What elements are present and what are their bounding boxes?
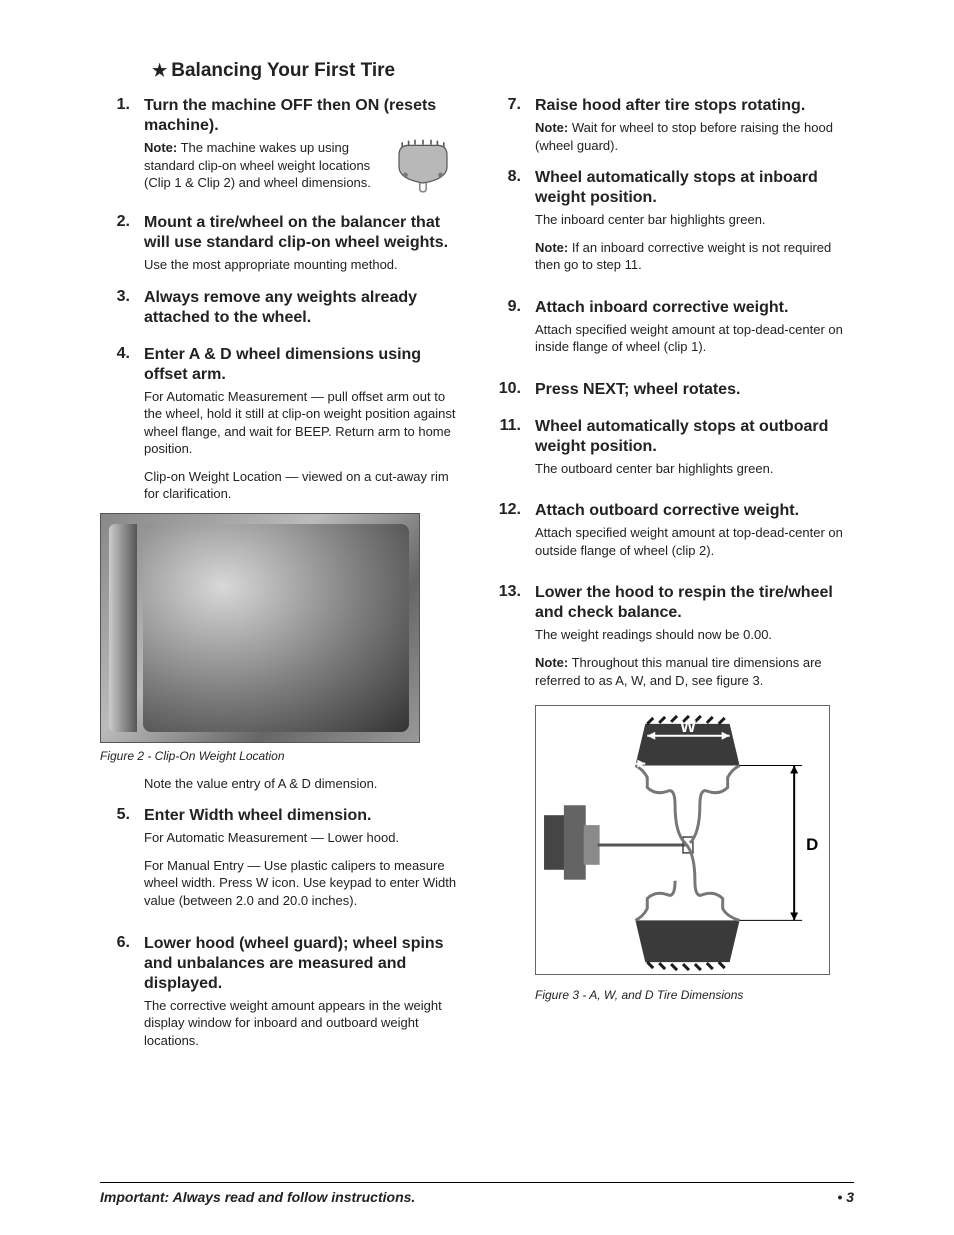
step-heading: Always remove any weights already attach… [144, 288, 463, 328]
step-number: 5. [100, 806, 130, 919]
step-number: 3. [100, 288, 130, 331]
note-label: Note: [535, 240, 568, 255]
step-12: 12. Attach outboard corrective weight. A… [491, 501, 854, 569]
step-text: The inboard center bar highlights green. [535, 211, 854, 229]
step-number: 1. [100, 96, 130, 199]
step-text: The weight readings should now be 0.00. [535, 626, 854, 644]
figure-3-caption: Figure 3 - A, W, and D Tire Dimensions [535, 988, 854, 1002]
step-number: 9. [491, 298, 521, 366]
page-footer: Important: Always read and follow instru… [100, 1182, 854, 1205]
step-6: 6. Lower hood (wheel guard); wheel spins… [100, 934, 463, 1060]
figure-2-caption: Figure 2 - Clip-On Weight Location [100, 749, 463, 763]
step-text: Attach specified weight amount at top-de… [535, 321, 854, 356]
section-title: Balancing Your First Tire [152, 60, 854, 82]
label-d: D [806, 835, 818, 854]
step-heading: Enter Width wheel dimension. [144, 806, 463, 826]
step-1: 1. Turn the machine OFF then ON (resets … [100, 96, 463, 199]
step-heading: Lower the hood to respin the tire/wheel … [535, 583, 854, 623]
step-heading: Raise hood after tire stops rotating. [535, 96, 854, 116]
figure-2-image [100, 513, 420, 743]
step-heading: Wheel automatically stops at inboard wei… [535, 168, 854, 208]
step-text: Clip-on Weight Location — viewed on a cu… [144, 468, 463, 503]
step-text: Attach specified weight amount at top-de… [535, 524, 854, 559]
step-text: The corrective weight amount appears in … [144, 997, 463, 1050]
footer-text: Important: Always read and follow instru… [100, 1189, 415, 1205]
step-number: 10. [491, 380, 521, 403]
step-text: Note: The machine wakes up using standar… [144, 139, 373, 192]
note-label: Note: [144, 140, 177, 155]
step-heading: Mount a tire/wheel on the balancer that … [144, 213, 463, 253]
step-heading: Attach inboard corrective weight. [535, 298, 854, 318]
content-columns: 1. Turn the machine OFF then ON (resets … [100, 96, 854, 1073]
step-heading: Wheel automatically stops at outboard we… [535, 417, 854, 457]
step-number: 6. [100, 934, 130, 1060]
step-heading: Turn the machine OFF then ON (resets mac… [144, 96, 463, 136]
wheel-weight-icon [383, 139, 463, 199]
step-8: 8. Wheel automatically stops at inboard … [491, 168, 854, 284]
step-text: For Automatic Measurement — pull offset … [144, 388, 463, 458]
step-7: 7. Raise hood after tire stops rotating.… [491, 96, 854, 154]
step-number: 2. [100, 213, 130, 274]
note-text: Wait for wheel to stop before raising th… [535, 120, 833, 153]
step-number: 13. [491, 583, 521, 1002]
step-2: 2. Mount a tire/wheel on the balancer th… [100, 213, 463, 274]
right-column: 7. Raise hood after tire stops rotating.… [491, 96, 854, 1073]
step-11: 11. Wheel automatically stops at outboar… [491, 417, 854, 488]
step-number: 7. [491, 96, 521, 154]
step-13: 13. Lower the hood to respin the tire/wh… [491, 583, 854, 1002]
note-text: The machine wakes up using standard clip… [144, 140, 371, 190]
step-text: Note the value entry of A & D dimension. [144, 775, 463, 793]
page-number: • 3 [837, 1189, 854, 1205]
step-4: 4. Enter A & D wheel dimensions using of… [100, 345, 463, 793]
step-10: 10. Press NEXT; wheel rotates. [491, 380, 854, 403]
left-column: 1. Turn the machine OFF then ON (resets … [100, 96, 463, 1073]
note-label: Note: [535, 120, 568, 135]
step-number: 12. [491, 501, 521, 569]
step-text: Note: If an inboard corrective weight is… [535, 239, 854, 274]
step-heading: Enter A & D wheel dimensions using offse… [144, 345, 463, 385]
step-text: Note: Wait for wheel to stop before rais… [535, 119, 854, 154]
note-text: If an inboard corrective weight is not r… [535, 240, 831, 273]
step-number: 8. [491, 168, 521, 284]
step-text: For Automatic Measurement — Lower hood. [144, 829, 463, 847]
figure-3-diagram: W A D [535, 705, 830, 975]
step-heading: Lower hood (wheel guard); wheel spins an… [144, 934, 463, 994]
step-3: 3. Always remove any weights already att… [100, 288, 463, 331]
step-5: 5. Enter Width wheel dimension. For Auto… [100, 806, 463, 919]
step-heading: Attach outboard corrective weight. [535, 501, 854, 521]
step-text: For Manual Entry — Use plastic calipers … [144, 857, 463, 910]
step-heading: Press NEXT; wheel rotates. [535, 380, 854, 400]
label-w: W [680, 717, 696, 736]
note-label: Note: [535, 655, 568, 670]
step-text: The outboard center bar highlights green… [535, 460, 854, 478]
step-number: 11. [491, 417, 521, 488]
step-text: Note: Throughout this manual tire dimens… [535, 654, 854, 689]
step-9: 9. Attach inboard corrective weight. Att… [491, 298, 854, 366]
note-text: Throughout this manual tire dimensions a… [535, 655, 822, 688]
step-text: Use the most appropriate mounting method… [144, 256, 463, 274]
